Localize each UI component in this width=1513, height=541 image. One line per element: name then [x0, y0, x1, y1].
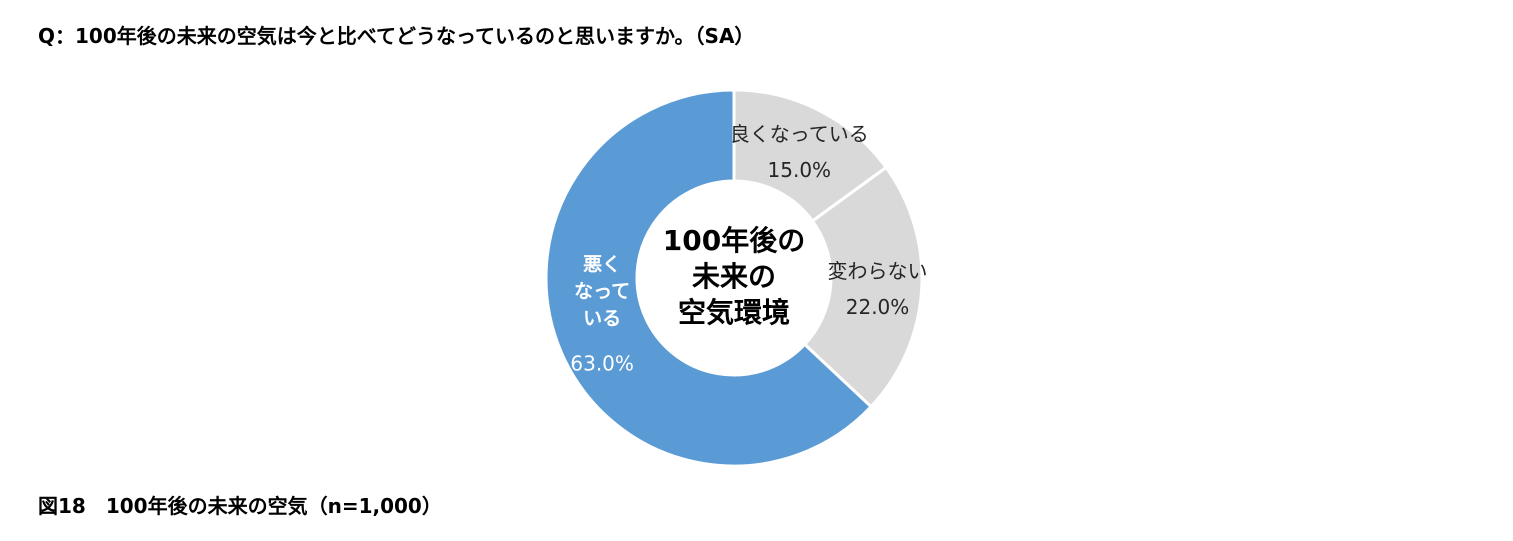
- slice-label: 悪く: [583, 254, 621, 276]
- slice-label: 変わらない: [828, 259, 928, 283]
- slice-value-label: 15.0%: [768, 158, 832, 182]
- slice-value-label: 22.0%: [846, 295, 910, 319]
- donut-slice: [544, 88, 874, 468]
- center-label-line: 100年後の: [663, 224, 805, 257]
- center-label-line: 未来の: [692, 260, 776, 293]
- donut-slice: [802, 165, 924, 409]
- center-label-line: 空気環境: [678, 296, 790, 329]
- question-text: Q：100年後の未来の空気は今と比べてどうなっているのと思いますか。（SA）: [38, 24, 755, 48]
- slice-label: なって: [574, 281, 630, 303]
- slice-value-label: 63.0%: [570, 352, 634, 376]
- donut-slices: [544, 88, 924, 468]
- figure-caption: 図18 100年後の未来の空気（n=1,000）: [38, 494, 442, 518]
- slice-label: いる: [583, 308, 621, 330]
- slice-label: 良くなっている: [730, 122, 869, 146]
